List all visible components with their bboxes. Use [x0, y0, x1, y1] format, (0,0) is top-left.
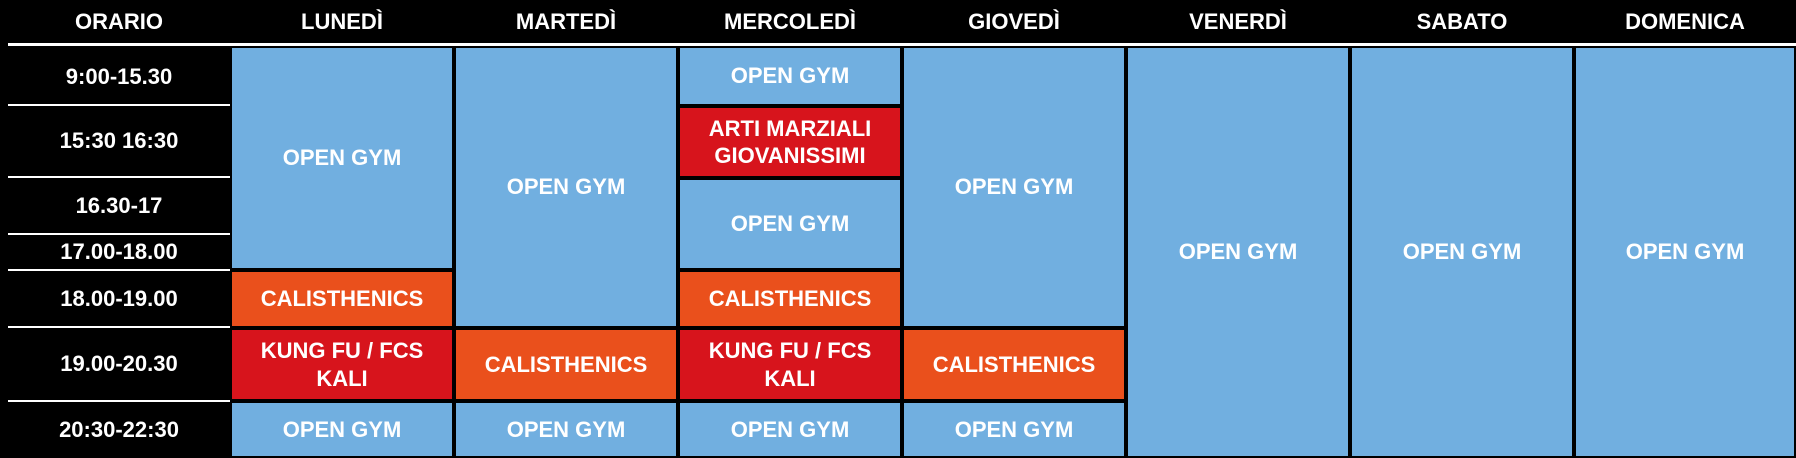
event-wednesday-open-gym-morning: OPEN GYM	[678, 46, 902, 106]
event-tuesday-evening-open-gym: OPEN GYM	[454, 401, 678, 458]
header-orario: ORARIO	[75, 9, 163, 35]
time-slot-2: 15:30 16:30	[59, 128, 179, 154]
header-day-wednesday: MERCOLEDÌ	[724, 9, 856, 35]
time-divider	[8, 233, 230, 235]
event-wednesday-open-gym-afternoon: OPEN GYM	[678, 178, 902, 270]
time-divider	[8, 326, 230, 328]
event-saturday-open-gym: OPEN GYM	[1350, 46, 1574, 458]
time-slot-6: 19.00-20.30	[60, 351, 178, 377]
time-slot-5: 18.00-19.00	[60, 285, 178, 311]
event-wednesday-calisthenics: CALISTHENICS	[678, 270, 902, 328]
header-day-sunday: DOMENICA	[1625, 9, 1745, 35]
event-friday-open-gym: OPEN GYM	[1126, 46, 1350, 458]
event-tuesday-calisthenics: CALISTHENICS	[454, 328, 678, 401]
header-day-thursday: GIOVEDÌ	[968, 9, 1060, 35]
event-tuesday-open-gym: OPEN GYM	[454, 46, 678, 328]
time-slot-3: 16.30-17	[75, 192, 163, 218]
header-day-saturday: SABATO	[1416, 9, 1508, 35]
time-slot-7: 20:30-22:30	[59, 417, 179, 443]
event-thursday-evening-open-gym: OPEN GYM	[902, 401, 1126, 458]
time-slot-1: 9:00-15.30	[65, 63, 173, 89]
event-sunday-open-gym: OPEN GYM	[1574, 46, 1796, 458]
header-day-monday: LUNEDÌ	[301, 9, 383, 35]
time-divider	[8, 176, 230, 178]
event-monday-evening-open-gym: OPEN GYM	[230, 401, 454, 458]
time-slot-4: 17.00-18.00	[60, 239, 178, 265]
header-day-friday: VENERDÌ	[1189, 9, 1287, 35]
header-divider	[8, 43, 1796, 46]
event-thursday-open-gym: OPEN GYM	[902, 46, 1126, 328]
event-monday-open-gym: OPEN GYM	[230, 46, 454, 270]
event-monday-kung-fu: KUNG FU / FCS KALI	[230, 328, 454, 401]
event-wednesday-evening-open-gym: OPEN GYM	[678, 401, 902, 458]
time-divider	[8, 104, 230, 106]
time-divider	[8, 269, 230, 271]
event-thursday-calisthenics: CALISTHENICS	[902, 328, 1126, 401]
time-divider	[8, 400, 230, 402]
event-monday-calisthenics: CALISTHENICS	[230, 270, 454, 328]
event-wednesday-kung-fu: KUNG FU / FCS KALI	[678, 328, 902, 401]
event-wednesday-arti-marziali: ARTI MARZIALI GIOVANISSIMI	[678, 106, 902, 178]
header-day-tuesday: MARTEDÌ	[515, 9, 617, 35]
